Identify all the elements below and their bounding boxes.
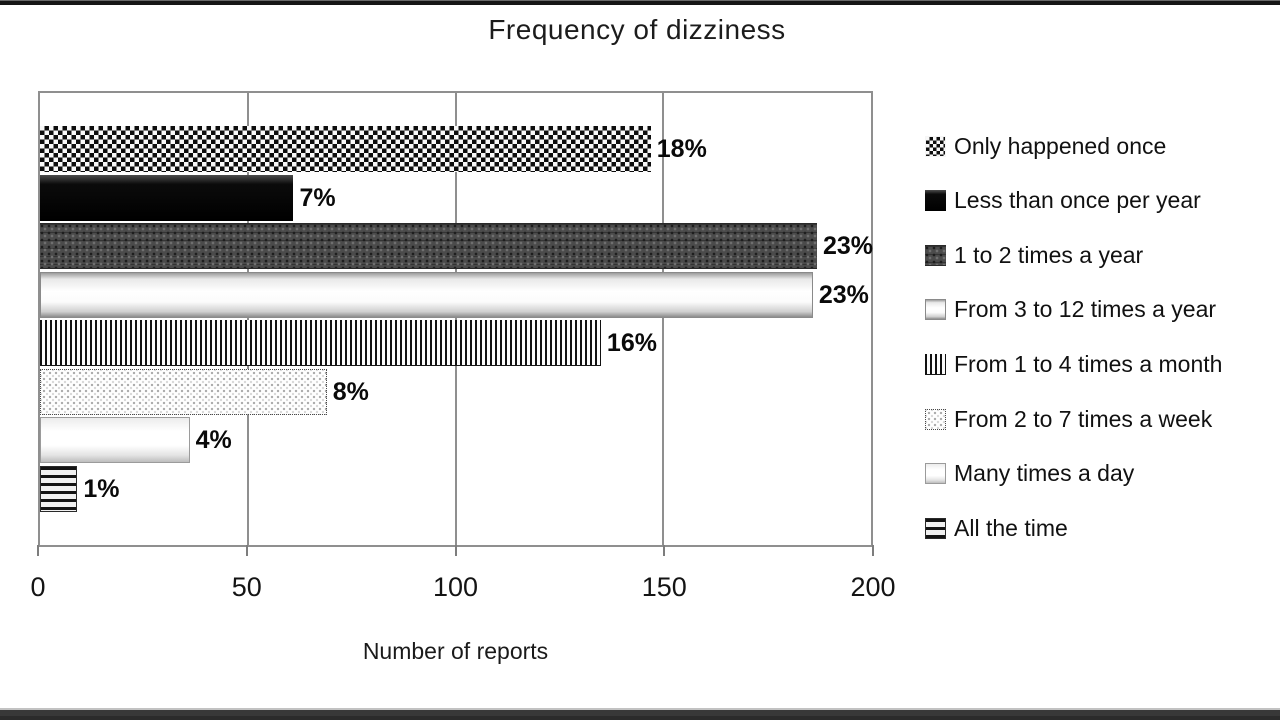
- bar-less-than-once-per-year: [40, 174, 294, 221]
- bar-value-label: 1%: [83, 474, 120, 503]
- bar-row: 1%: [40, 465, 871, 512]
- legend-item-less-than-once-per-year: Less than once per year: [925, 187, 1201, 215]
- legend-label: From 3 to 12 times a year: [954, 296, 1217, 323]
- bar-value-label: 18%: [656, 135, 707, 163]
- bar-value-label: 16%: [606, 329, 657, 357]
- bar-row: 18%: [40, 126, 871, 172]
- legend-swatch-horizontal-stripes-icon: [925, 517, 946, 539]
- top-letterbox-strip: [0, 0, 1280, 5]
- bar-row: 16%: [40, 320, 871, 366]
- x-axis-tick: [663, 545, 666, 556]
- bar-from-1-to-4-times-a-month: [40, 320, 601, 366]
- legend-swatch-silver-bevel-icon: [925, 299, 946, 321]
- bar-all-the-time: [40, 465, 78, 512]
- gridline: [454, 93, 457, 545]
- x-tick-label: 150: [641, 572, 687, 602]
- chart-title: Frequency of dizziness: [488, 14, 786, 45]
- bar-value-label: 23%: [822, 232, 874, 260]
- legend-swatch-vertical-stripes-icon: [925, 353, 946, 375]
- bar-1-to-2-times-a-year: [40, 223, 817, 269]
- bar-row: 23%: [40, 223, 874, 269]
- plot-area: 18% 7% 23% 23% 16% 8% 4% 1%: [38, 91, 873, 547]
- legend: Only happened once Less than once per ye…: [925, 0, 1280, 720]
- bar-value-label: 23%: [818, 280, 869, 309]
- legend-label: Less than once per year: [954, 187, 1201, 214]
- gridline: [246, 93, 249, 545]
- bar-from-2-to-7-times-a-week: [40, 368, 327, 415]
- x-tick-label: 0: [30, 572, 46, 602]
- bottom-letterbox-strip: [0, 708, 1280, 720]
- legend-swatch-solid-black-icon: [925, 190, 946, 212]
- legend-swatch-light-dots-icon: [925, 408, 946, 430]
- bar-row: 4%: [40, 417, 871, 463]
- bar-value-label: 8%: [332, 377, 369, 406]
- legend-item-all-the-time: All the time: [925, 514, 1068, 542]
- legend-label: From 1 to 4 times a month: [954, 350, 1223, 377]
- legend-label: Many times a day: [954, 460, 1135, 487]
- legend-swatch-white-bevel-icon: [925, 463, 946, 485]
- x-axis-title: Number of reports: [362, 638, 549, 664]
- x-axis-tick: [872, 545, 874, 556]
- gridline: [662, 93, 665, 545]
- x-axis-tick: [37, 545, 39, 556]
- bar-many-times-a-day: [40, 417, 190, 463]
- x-axis-tick: [454, 545, 457, 556]
- bar-row: 23%: [40, 271, 871, 318]
- x-tick-label: 100: [432, 572, 479, 602]
- x-axis: [37, 545, 874, 559]
- bar-row: 8%: [40, 368, 871, 415]
- x-tick-label: 50: [231, 572, 262, 602]
- legend-item-only-happened-once: Only happened once: [925, 132, 1166, 160]
- legend-item-many-times-a-day: Many times a day: [925, 460, 1134, 488]
- legend-swatch-checker-icon: [925, 135, 946, 157]
- x-axis-tick: [245, 545, 248, 556]
- legend-label: 1 to 2 times a year: [954, 241, 1144, 268]
- legend-label: Only happened once: [954, 132, 1167, 159]
- bar-value-label: 4%: [195, 426, 232, 454]
- legend-swatch-dark-speckle-icon: [925, 244, 946, 266]
- x-tick-label: 200: [850, 572, 896, 602]
- legend-item-from-1-to-4-times-a-month: From 1 to 4 times a month: [925, 350, 1222, 378]
- bar-only-happened-once: [40, 126, 651, 172]
- bar-value-label: 7%: [299, 183, 336, 212]
- bar-row: 7%: [40, 174, 871, 221]
- legend-label: From 2 to 7 times a week: [954, 405, 1213, 432]
- legend-item-from-2-to-7-times-a-week: From 2 to 7 times a week: [925, 405, 1212, 433]
- legend-label: All the time: [954, 514, 1068, 541]
- legend-item-1-to-2-times-a-year: 1 to 2 times a year: [925, 241, 1143, 269]
- legend-item-from-3-to-12-times-a-year: From 3 to 12 times a year: [925, 296, 1216, 324]
- bar-from-3-to-12-times-a-year: [40, 271, 813, 318]
- x-axis-tick-labels: 0 50 100 150 200: [30, 572, 895, 606]
